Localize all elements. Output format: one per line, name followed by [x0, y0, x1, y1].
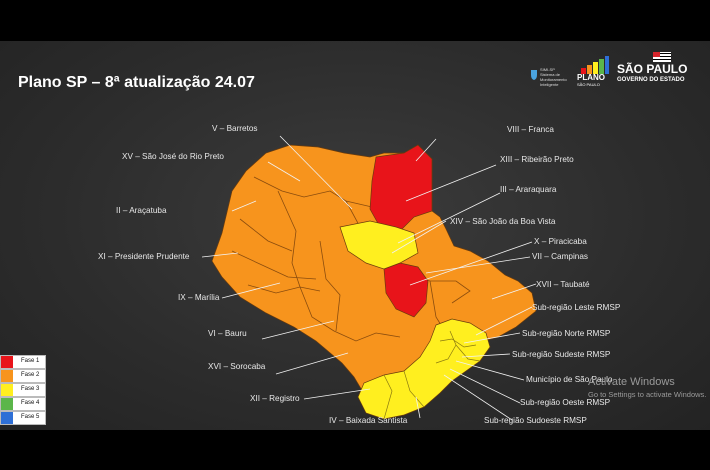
- simi-shield-icon: [531, 70, 537, 80]
- region-labels: V – Barretos XV – São José do Rio Preto …: [98, 124, 621, 425]
- label-barretos: V – Barretos: [212, 124, 258, 133]
- presentation-slide: Plano SP – 8ª atualização 24.07 SIMI-SP …: [0, 41, 710, 430]
- label-marilia: IX – Marília: [178, 293, 220, 302]
- page-title: Plano SP – 8ª atualização 24.07: [18, 74, 255, 91]
- legend-item-fase-4: Fase 4: [0, 397, 46, 411]
- rmsp-borders: [383, 330, 481, 420]
- legend-label: Fase 1: [21, 358, 40, 364]
- bar-graph-icon: [581, 56, 609, 74]
- label-campinas: VII – Campinas: [532, 252, 588, 261]
- label-aracatuba: II – Araçatuba: [116, 206, 167, 215]
- label-araraquara: III – Araraquara: [500, 185, 557, 194]
- simi-logo-name: SIMI-SP: [540, 67, 555, 72]
- label-pres-prudente: XI – Presidente Prudente: [98, 252, 190, 261]
- plano-logo-line2: SÃO PAULO: [577, 82, 600, 87]
- legend-swatch: [1, 412, 13, 424]
- label-sjbv: XIV – São João da Boa Vista: [450, 217, 556, 226]
- label-rmsp-sudeste: Sub-região Sudeste RMSP: [512, 350, 611, 359]
- legend-label: Fase 5: [21, 414, 40, 420]
- simi-logo-tagline: Sistema de Monitoramento Inteligente: [540, 72, 567, 87]
- legend-swatch: [1, 398, 13, 410]
- label-rmsp-norte: Sub-região Norte RMSP: [522, 329, 611, 338]
- legend-label: Fase 2: [21, 372, 40, 378]
- label-sorocaba: XVI – Sorocaba: [208, 362, 266, 371]
- label-municipio-sp: Município de São Paulo: [526, 375, 613, 384]
- label-rmsp-sudoeste: Sub-região Sudoeste RMSP: [484, 416, 587, 425]
- legend-item-fase-1: Fase 1: [0, 355, 46, 369]
- legend-label: Fase 4: [21, 400, 40, 406]
- label-piracicaba: X – Piracicaba: [534, 237, 587, 246]
- legend-item-fase-5: Fase 5: [0, 411, 46, 425]
- sp-state-map: V – Barretos XV – São José do Rio Preto …: [98, 124, 621, 425]
- legend-swatch: [1, 370, 13, 382]
- label-ribeirao: XIII – Ribeirão Preto: [500, 155, 574, 164]
- label-rmsp-leste: Sub-região Leste RMSP: [532, 303, 621, 312]
- label-rmsp-oeste: Sub-região Oeste RMSP: [520, 398, 611, 407]
- legend-label: Fase 3: [21, 386, 40, 392]
- label-taubate: XVII – Taubaté: [536, 280, 590, 289]
- region-piracicaba: [383, 262, 429, 318]
- region-sjbv: [339, 220, 419, 270]
- label-franca: VIII – Franca: [507, 125, 554, 134]
- sp-flag-icon: [653, 52, 671, 62]
- governo-logo-line2: GOVERNO DO ESTADO: [617, 77, 685, 83]
- watermark-subtitle: Go to Settings to activate Windows.: [588, 390, 707, 399]
- activate-windows-watermark: Activate Windows Go to Settings to activ…: [588, 376, 706, 399]
- simi-sp-logo: SIMI-SP Sistema de Monitoramento Intelig…: [530, 65, 570, 89]
- legend-item-fase-2: Fase 2: [0, 369, 46, 383]
- label-registro: XII – Registro: [250, 394, 300, 403]
- plano-sp-logo: PLANO SÃO PAULO: [577, 56, 611, 90]
- legend-swatch: [1, 356, 13, 368]
- label-baixada: IV – Baixada Santista: [329, 416, 408, 425]
- legend-swatch: [1, 384, 13, 396]
- watermark-title: Activate Windows: [588, 376, 675, 388]
- label-bauru: VI – Bauru: [208, 329, 247, 338]
- leader-lines: [201, 135, 537, 421]
- governo-logo-line1: SÃO PAULO: [617, 62, 688, 76]
- label-rio-preto: XV – São José do Rio Preto: [122, 152, 224, 161]
- region-franca-ribeirao: [369, 144, 433, 232]
- governo-sp-logo: SÃO PAULO GOVERNO DO ESTADO: [617, 52, 687, 92]
- legend-item-fase-3: Fase 3: [0, 383, 46, 397]
- plano-logo-line1: PLANO: [577, 73, 605, 82]
